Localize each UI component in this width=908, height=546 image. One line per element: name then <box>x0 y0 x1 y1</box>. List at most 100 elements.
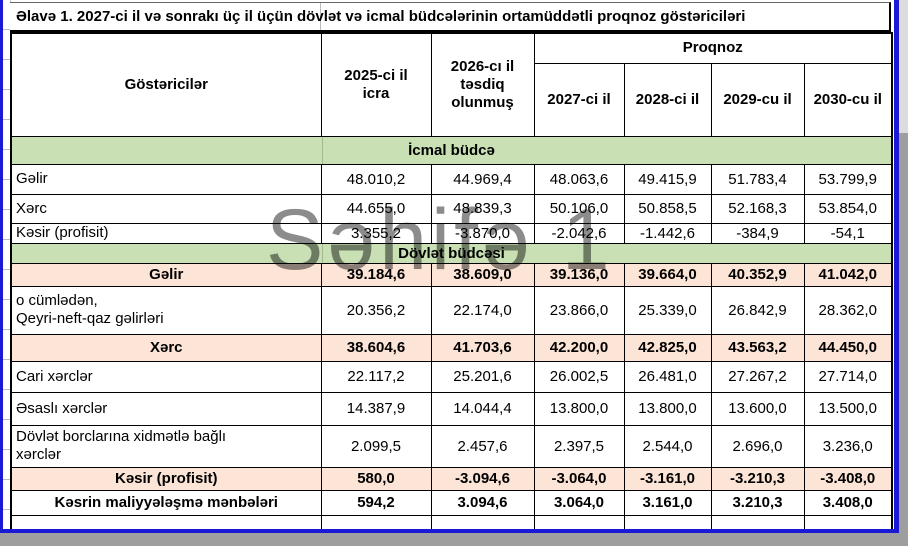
table-row <box>10 514 893 531</box>
table-row: Əsaslı xərclər 14.387,9 14.044,4 13.800,0 13… <box>10 391 893 426</box>
value-cell: 2.544,0 <box>623 424 712 468</box>
value-cell: 41.703,6 <box>430 333 535 362</box>
value-cell: -3.161,0 <box>623 466 712 491</box>
value-cell: 48.010,2 <box>320 163 432 195</box>
value-cell: 38.609,0 <box>430 262 535 287</box>
value-cell: 22.117,2 <box>320 360 432 393</box>
value-cell: 40.352,9 <box>710 262 805 287</box>
value-cell <box>710 514 805 531</box>
value-cell: 594,2 <box>320 489 432 516</box>
value-cell: 42.825,0 <box>623 333 712 362</box>
value-cell: -3.870,0 <box>430 222 535 244</box>
page-content: Əlavə 1. 2027-ci il və sonrakı üç il üçü… <box>10 2 893 531</box>
col-header-forecast: Proqnoz <box>533 32 893 64</box>
value-cell: 25.201,6 <box>430 360 535 393</box>
value-cell: -54,1 <box>803 222 893 244</box>
value-cell: 3.161,0 <box>623 489 712 516</box>
table-row: Xərc 38.604,6 41.703,6 42.200,0 42.825,0 43.5… <box>10 333 893 362</box>
table-row: Xərc 44.655,0 48.839,3 50.106,0 50.858,5 52.1… <box>10 193 893 224</box>
value-cell: 23.866,0 <box>533 285 625 335</box>
row-label <box>10 514 322 531</box>
value-cell: 49.415,9 <box>623 163 712 195</box>
section-row: Dövlət büdcəsi <box>10 242 893 264</box>
row-label: Kəsir (profisit) <box>10 222 322 244</box>
value-cell: 50.106,0 <box>533 193 625 224</box>
value-cell: 26.842,9 <box>710 285 805 335</box>
value-cell: 52.168,3 <box>710 193 805 224</box>
value-cell: 20.356,2 <box>320 285 432 335</box>
value-cell: 48.063,6 <box>533 163 625 195</box>
table-row: Kəsrin maliyyələşmə mənbələri 594,2 3.094,… <box>10 489 893 516</box>
value-cell: 44.450,0 <box>803 333 893 362</box>
value-cell: -3.094,6 <box>430 466 535 491</box>
value-cell <box>430 514 535 531</box>
table-row: Kəsir (profisit) 580,0 -3.094,6 -3.064,0 -3.… <box>10 466 893 491</box>
value-cell: -1.442,6 <box>623 222 712 244</box>
value-cell: -384,9 <box>710 222 805 244</box>
row-label: Dövlət borclarına xidmətlə bağlı xərclər <box>10 424 322 468</box>
table-row: Gəlir 39.184,6 38.609,0 39.136,0 39.664,0 40.… <box>10 262 893 287</box>
value-cell: 3.355,2 <box>320 222 432 244</box>
header-row-years: 2027-ci il 2028-ci il 2029-cu il 2030-cu il <box>11 62 893 137</box>
page-border-right <box>894 0 899 533</box>
value-cell: 580,0 <box>320 466 432 491</box>
section-row: İcmal büdcə <box>10 135 893 165</box>
outside-area-bottom <box>0 533 908 546</box>
col-header-year: 2027-ci il <box>533 62 625 137</box>
row-label: Kəsrin maliyyələşmə mənbələri <box>10 489 322 516</box>
col-header-2025-execution: 2025-ci il icra <box>320 32 432 137</box>
value-cell: 13.800,0 <box>623 391 712 426</box>
row-label: Əsaslı xərclər <box>10 391 322 426</box>
row-label: Xərc <box>10 193 322 224</box>
value-cell: 51.783,4 <box>710 163 805 195</box>
table-row: Dövlət borclarına xidmətlə bağlı xərclər… <box>10 424 893 468</box>
page-title: Əlavə 1. 2027-ci il və sonrakı üç il üçü… <box>10 2 891 32</box>
value-cell: 39.664,0 <box>623 262 712 287</box>
col-header-indicator: Göstəricilər <box>10 32 322 137</box>
page-border-left <box>0 0 3 533</box>
section-header-label: Dövlət büdcəsi <box>10 242 893 264</box>
col-header-year: 2028-ci il <box>623 62 712 137</box>
row-label: Kəsir (profisit) <box>10 466 322 491</box>
col-header-2026-approved: 2026-cı il təsdiq olunmuş <box>430 32 535 137</box>
value-cell <box>533 514 625 531</box>
value-cell <box>623 514 712 531</box>
outside-area-right <box>899 0 908 546</box>
table-row: o cümlədən, Qeyri-neft-qaz gəlirləri 20.3… <box>10 285 893 335</box>
value-cell: 27.267,2 <box>710 360 805 393</box>
value-cell: -2.042,6 <box>533 222 625 244</box>
table-row: Kəsir (profisit) 3.355,2 -3.870,0 -2.042,6-… <box>10 222 893 244</box>
value-cell: 27.714,0 <box>803 360 893 393</box>
value-cell: 53.854,0 <box>803 193 893 224</box>
section-header-label: İcmal büdcə <box>10 135 893 165</box>
col-header-year: 2030-cu il <box>803 62 893 137</box>
value-cell: 22.174,0 <box>430 285 535 335</box>
value-cell: 50.858,5 <box>623 193 712 224</box>
value-cell: 3.210,3 <box>710 489 805 516</box>
row-label: Xərc <box>10 333 322 362</box>
value-cell: 25.339,0 <box>623 285 712 335</box>
value-cell: 13.600,0 <box>710 391 805 426</box>
table-row: Cari xərclər 22.117,2 25.201,6 26.002,5 26.4… <box>10 360 893 393</box>
header-row-top: Göstəricilər 2025-ci il icra 2026-cı il … <box>10 32 893 137</box>
row-label: Gəlir <box>10 262 322 287</box>
row-label: Gəlir <box>10 163 322 195</box>
value-cell: 42.200,0 <box>533 333 625 362</box>
value-cell: 44.969,4 <box>430 163 535 195</box>
value-cell: 43.563,2 <box>710 333 805 362</box>
value-cell: 2.457,6 <box>430 424 535 468</box>
value-cell: 13.800,0 <box>533 391 625 426</box>
value-cell: 28.362,0 <box>803 285 893 335</box>
value-cell: 48.839,3 <box>430 193 535 224</box>
budget-forecast-table: Göstəricilər 2025-ci il icra 2026-cı il … <box>10 32 893 531</box>
table-header: Göstəricilər 2025-ci il icra 2026-cı il … <box>10 32 893 137</box>
value-cell: 39.184,6 <box>320 262 432 287</box>
value-cell: 53.799,9 <box>803 163 893 195</box>
col-header-year: 2029-cu il <box>710 62 805 137</box>
value-cell: 44.655,0 <box>320 193 432 224</box>
value-cell: -3.064,0 <box>533 466 625 491</box>
row-label: o cümlədən, Qeyri-neft-qaz gəlirləri <box>10 285 322 335</box>
value-cell: 3.094,6 <box>430 489 535 516</box>
value-cell <box>320 514 432 531</box>
